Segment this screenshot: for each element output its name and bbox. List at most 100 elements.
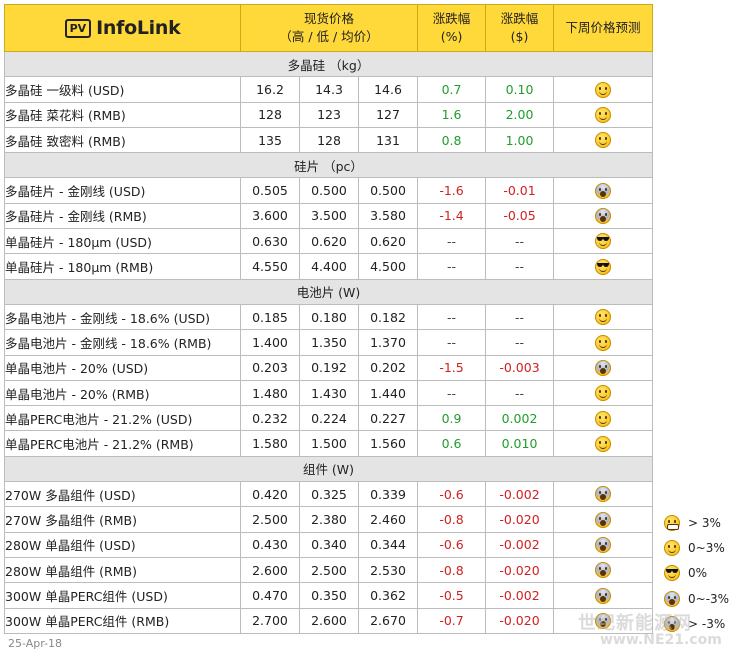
- change-amount: 2.00: [485, 101, 555, 128]
- high-price: 0.185: [240, 303, 300, 331]
- section-header-row: 组件 (W): [3, 455, 654, 483]
- high-price: 1.400: [240, 329, 300, 356]
- table-row: 单晶PERC电池片 - 21.2% (USD) 0.232 0.224 0.227 0.…: [4, 405, 654, 432]
- change-amount: 0.010: [485, 430, 555, 457]
- change-percent: 0.7: [417, 76, 487, 103]
- avg-price: 14.6: [357, 76, 419, 103]
- legend-label: > -3%: [688, 616, 726, 631]
- price-table: PV InfoLink 现货价格 （高 / 低 / 均价） 涨跌幅 (%) 涨跌…: [3, 4, 654, 634]
- table-header: PV InfoLink 现货价格 （高 / 低 / 均价） 涨跌幅 (%) 涨跌…: [4, 4, 654, 52]
- legend-item: > 3%: [660, 510, 735, 535]
- low-price: 0.350: [299, 582, 359, 609]
- table-row: 300W 单晶PERC组件 (RMB) 2.700 2.600 2.670 -0.7 -0…: [4, 607, 654, 634]
- high-price: 0.420: [240, 481, 300, 508]
- table-row: 多晶硅片 - 金刚线 (USD) 0.505 0.500 0.500 -1.6 -0.01: [4, 177, 654, 204]
- product-name: 单晶电池片 - 20% (RMB): [4, 379, 241, 407]
- sunglasses-face-icon: [595, 233, 612, 250]
- change-percent: --: [417, 228, 487, 255]
- avg-price: 0.202: [357, 354, 419, 381]
- table-row: 270W 多晶组件 (RMB) 2.500 2.380 2.460 -0.8 -0.020: [4, 506, 654, 533]
- change-percent: 0.8: [417, 126, 487, 154]
- low-price: 123: [299, 101, 359, 128]
- product-name: 多晶电池片 - 金刚线 - 18.6% (RMB): [4, 329, 241, 356]
- change-percent: --: [417, 379, 487, 407]
- change-percent: -1.5: [417, 354, 487, 381]
- table-row: 多晶硅 致密料 (RMB) 135 128 131 0.8 1.00: [4, 126, 654, 154]
- table-row: 300W 单晶PERC组件 (USD) 0.470 0.350 0.362 -0.5 -0…: [4, 582, 654, 609]
- change-amount: -0.003: [485, 354, 555, 381]
- legend-label: 0~3%: [688, 540, 725, 555]
- change-percent: --: [417, 303, 487, 331]
- low-price: 2.500: [299, 556, 359, 584]
- avg-price: 127: [357, 101, 419, 128]
- avg-price: 0.344: [357, 531, 419, 558]
- legend-item: 0~-3%: [660, 586, 735, 611]
- change-percent: -0.8: [417, 506, 487, 533]
- change-percent: -0.6: [417, 531, 487, 558]
- low-price: 3.500: [299, 202, 359, 230]
- high-price: 1.580: [240, 430, 300, 457]
- high-price: 0.232: [240, 405, 300, 432]
- screaming-face-icon: [595, 182, 612, 199]
- avg-price: 1.560: [357, 430, 419, 457]
- product-name: 多晶硅片 - 金刚线 (USD): [4, 177, 241, 204]
- high-price: 0.630: [240, 228, 300, 255]
- change-percent: -0.7: [417, 607, 487, 634]
- smiling-face-icon: [595, 435, 612, 452]
- table-row: 多晶硅 菜花料 (RMB) 128 123 127 1.6 2.00: [4, 101, 654, 128]
- forecast-cell: [553, 607, 654, 634]
- brand-name: InfoLink: [96, 17, 181, 39]
- high-price: 4.550: [240, 253, 300, 280]
- section-title: 电池片 (W): [3, 278, 654, 305]
- low-price: 128: [299, 126, 359, 154]
- spot-price-subtitle: （高 / 低 / 均价）: [279, 29, 379, 44]
- avg-price: 4.500: [357, 253, 419, 280]
- grimacing-face-icon: [664, 514, 680, 531]
- smiling-face-icon: [595, 410, 612, 427]
- section-header-row: 硅片 （pc）: [3, 152, 654, 179]
- high-price: 1.480: [240, 379, 300, 407]
- section-title: 组件 (W): [3, 455, 654, 483]
- low-price: 1.430: [299, 379, 359, 407]
- change-amount: -0.002: [485, 481, 555, 508]
- product-name: 单晶PERC电池片 - 21.2% (RMB): [4, 430, 241, 457]
- table-row: 单晶电池片 - 20% (USD) 0.203 0.192 0.202 -1.5 -0.0…: [4, 354, 654, 381]
- forecast-cell: [553, 531, 654, 558]
- forecast-cell: [553, 76, 654, 103]
- spot-price-header: 现货价格 （高 / 低 / 均价）: [239, 4, 419, 52]
- change-percent: 0.9: [417, 405, 487, 432]
- watermark-text: 世纪新能源网: [578, 613, 692, 634]
- screaming-face-icon: [595, 208, 612, 225]
- smiling-face-icon: [595, 309, 612, 326]
- low-price: 0.620: [299, 228, 359, 255]
- table-row: 280W 单晶组件 (USD) 0.430 0.340 0.344 -0.6 -0.002: [4, 531, 654, 558]
- sunglasses-face-icon: [595, 258, 612, 275]
- avg-price: 0.182: [357, 303, 419, 331]
- change-percent: -0.6: [417, 481, 487, 508]
- watermark-url: www.NE21.com: [600, 632, 722, 648]
- change-pct-unit: (%): [440, 29, 463, 44]
- forecast-cell: [553, 405, 654, 432]
- avg-price: 0.620: [357, 228, 419, 255]
- change-amount: -0.01: [485, 177, 555, 204]
- forecast-cell: [553, 506, 654, 533]
- forecast-cell: [553, 202, 654, 230]
- smiling-face-icon: [595, 334, 612, 351]
- change-percent: -0.8: [417, 556, 487, 584]
- forecast-cell: [553, 303, 654, 331]
- product-name: 270W 多晶组件 (RMB): [4, 506, 241, 533]
- change-amount: -0.002: [485, 531, 555, 558]
- table-row: 280W 单晶组件 (RMB) 2.600 2.500 2.530 -0.8 -0.020: [4, 556, 654, 584]
- change-pct-title: 涨跌幅: [432, 11, 471, 26]
- legend-item: 0%: [660, 561, 735, 586]
- table-row: 单晶电池片 - 20% (RMB) 1.480 1.430 1.440 -- --: [4, 379, 654, 407]
- forecast-cell: [553, 556, 654, 584]
- legend-item: 0~3%: [660, 535, 735, 560]
- legend-label: 0%: [688, 566, 708, 581]
- high-price: 0.505: [240, 177, 300, 204]
- low-price: 0.500: [299, 177, 359, 204]
- screaming-face-icon: [595, 537, 612, 554]
- avg-price: 1.370: [357, 329, 419, 356]
- change-usd-unit: ($): [510, 29, 529, 44]
- table-row: 单晶PERC电池片 - 21.2% (RMB) 1.580 1.500 1.560 0.…: [4, 430, 654, 457]
